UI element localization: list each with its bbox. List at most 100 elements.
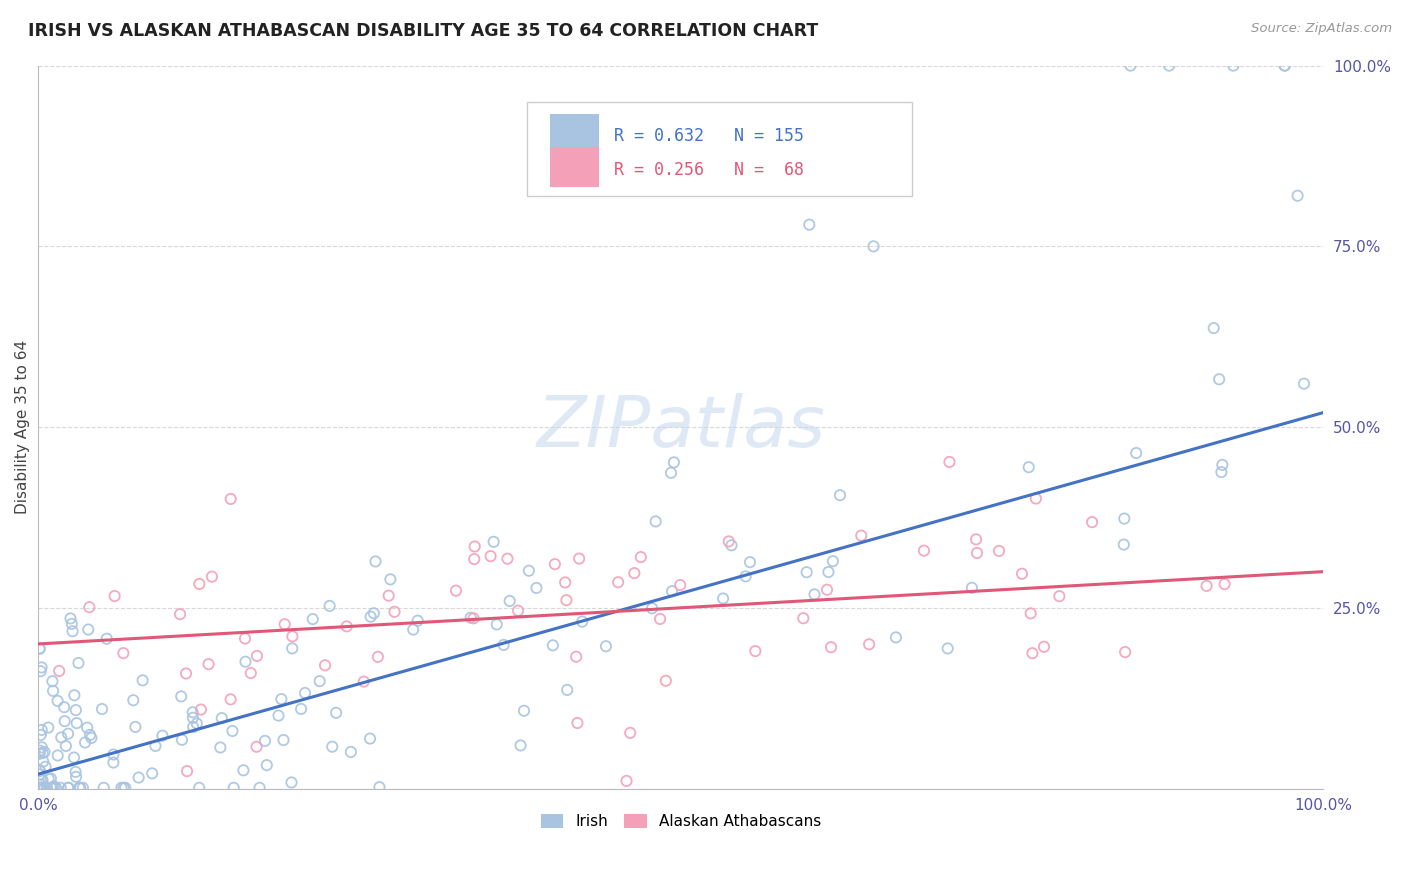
Point bbox=[38, 772, 60, 786]
Point bbox=[1208, 372, 1230, 386]
Point bbox=[31, 740, 53, 755]
Point bbox=[623, 566, 645, 581]
Point bbox=[1213, 577, 1236, 591]
Point bbox=[499, 594, 522, 608]
Point bbox=[803, 587, 825, 601]
Point bbox=[112, 780, 135, 795]
Point bbox=[28, 767, 51, 781]
Point bbox=[568, 551, 591, 566]
Point bbox=[80, 731, 103, 745]
Point bbox=[402, 623, 425, 637]
Point bbox=[124, 720, 146, 734]
Point bbox=[377, 589, 399, 603]
Point bbox=[541, 638, 564, 652]
Point bbox=[290, 702, 312, 716]
Point bbox=[738, 555, 761, 569]
Point bbox=[211, 711, 233, 725]
Point bbox=[181, 711, 204, 725]
Point bbox=[336, 619, 359, 633]
Point bbox=[219, 491, 242, 506]
Y-axis label: Disability Age 35 to 64: Disability Age 35 to 64 bbox=[15, 340, 30, 514]
Point bbox=[37, 721, 59, 735]
Point bbox=[567, 716, 589, 731]
Bar bbox=[550, 114, 599, 153]
Point bbox=[367, 649, 389, 664]
Point bbox=[235, 655, 257, 669]
Point bbox=[1081, 515, 1104, 529]
Point bbox=[31, 746, 53, 760]
Point bbox=[858, 637, 880, 651]
Point bbox=[31, 773, 53, 788]
Point bbox=[62, 624, 84, 639]
Point bbox=[938, 455, 960, 469]
Point bbox=[34, 760, 56, 774]
Point bbox=[28, 641, 51, 656]
Point bbox=[170, 732, 193, 747]
Point bbox=[281, 629, 304, 643]
Point bbox=[1025, 491, 1047, 506]
Point bbox=[1112, 538, 1135, 552]
Point bbox=[1274, 59, 1296, 73]
Point bbox=[30, 728, 52, 742]
Point bbox=[221, 723, 243, 738]
Point bbox=[912, 543, 935, 558]
Point bbox=[41, 674, 63, 689]
Point bbox=[69, 780, 91, 795]
Point bbox=[42, 780, 65, 794]
Point bbox=[114, 780, 136, 795]
Point bbox=[39, 772, 62, 786]
Point bbox=[555, 593, 578, 607]
Point bbox=[734, 569, 756, 583]
Point bbox=[661, 584, 683, 599]
Point bbox=[1286, 188, 1309, 202]
Point bbox=[669, 578, 692, 592]
Point bbox=[517, 564, 540, 578]
Point bbox=[188, 780, 211, 795]
Point bbox=[1018, 460, 1040, 475]
Point bbox=[53, 714, 76, 728]
Point bbox=[616, 773, 638, 788]
Point bbox=[464, 540, 486, 554]
Text: ZIPatlas: ZIPatlas bbox=[536, 392, 825, 461]
Point bbox=[796, 565, 818, 579]
Point bbox=[1119, 59, 1142, 73]
Point bbox=[60, 616, 83, 631]
Point bbox=[246, 648, 269, 663]
Point bbox=[51, 731, 73, 745]
Point bbox=[63, 750, 86, 764]
Point bbox=[363, 607, 385, 621]
Point bbox=[607, 575, 630, 590]
Point bbox=[77, 623, 100, 637]
Point bbox=[662, 455, 685, 469]
Point bbox=[273, 733, 295, 747]
Point bbox=[245, 739, 267, 754]
Point bbox=[28, 780, 51, 795]
Point bbox=[460, 610, 482, 624]
Point bbox=[644, 515, 666, 529]
Point bbox=[463, 611, 485, 625]
Point bbox=[655, 673, 678, 688]
Point bbox=[232, 764, 254, 778]
Point bbox=[820, 640, 842, 655]
Point bbox=[48, 664, 70, 678]
Point bbox=[93, 780, 115, 795]
Point bbox=[63, 688, 86, 702]
Point bbox=[340, 745, 363, 759]
Point bbox=[41, 780, 63, 795]
Point bbox=[595, 640, 617, 654]
Point bbox=[42, 684, 65, 698]
Point bbox=[792, 611, 814, 625]
Point bbox=[96, 632, 118, 646]
Point bbox=[197, 657, 219, 672]
Point bbox=[353, 674, 375, 689]
Point bbox=[31, 660, 53, 674]
Point bbox=[233, 632, 256, 646]
Point bbox=[815, 582, 838, 597]
Point bbox=[46, 748, 69, 763]
Point bbox=[34, 745, 56, 759]
Point bbox=[66, 716, 89, 731]
Point bbox=[49, 780, 72, 795]
Point bbox=[34, 780, 56, 795]
Point bbox=[103, 756, 125, 770]
Point bbox=[28, 747, 51, 761]
